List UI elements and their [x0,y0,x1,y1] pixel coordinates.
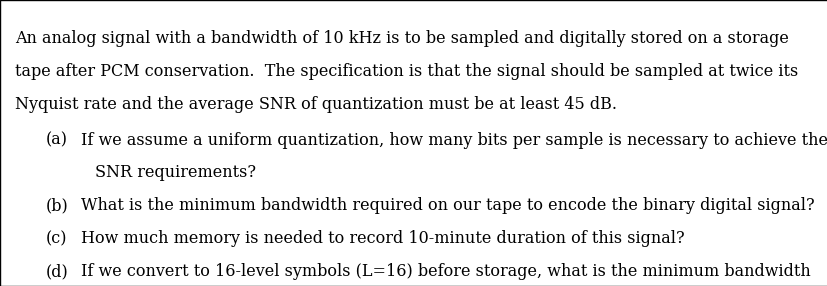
Text: (d): (d) [45,263,68,280]
Text: What is the minimum bandwidth required on our tape to encode the binary digital : What is the minimum bandwidth required o… [81,197,814,214]
Text: tape after PCM conservation.  The specification is that the signal should be sam: tape after PCM conservation. The specifi… [15,63,797,80]
Text: An analog signal with a bandwidth of 10 kHz is to be sampled and digitally store: An analog signal with a bandwidth of 10 … [15,30,788,47]
Text: (a): (a) [45,132,68,148]
Text: (c): (c) [45,230,67,247]
Text: Nyquist rate and the average SNR of quantization must be at least 45 dB.: Nyquist rate and the average SNR of quan… [15,96,616,113]
Text: If we convert to 16-level symbols (L=16) before storage, what is the minimum ban: If we convert to 16-level symbols (L=16)… [81,263,810,280]
Text: SNR requirements?: SNR requirements? [95,164,256,181]
Text: How much memory is needed to record 10-minute duration of this signal?: How much memory is needed to record 10-m… [81,230,684,247]
Text: If we assume a uniform quantization, how many bits per sample is necessary to ac: If we assume a uniform quantization, how… [81,132,827,148]
Text: (b): (b) [45,197,68,214]
